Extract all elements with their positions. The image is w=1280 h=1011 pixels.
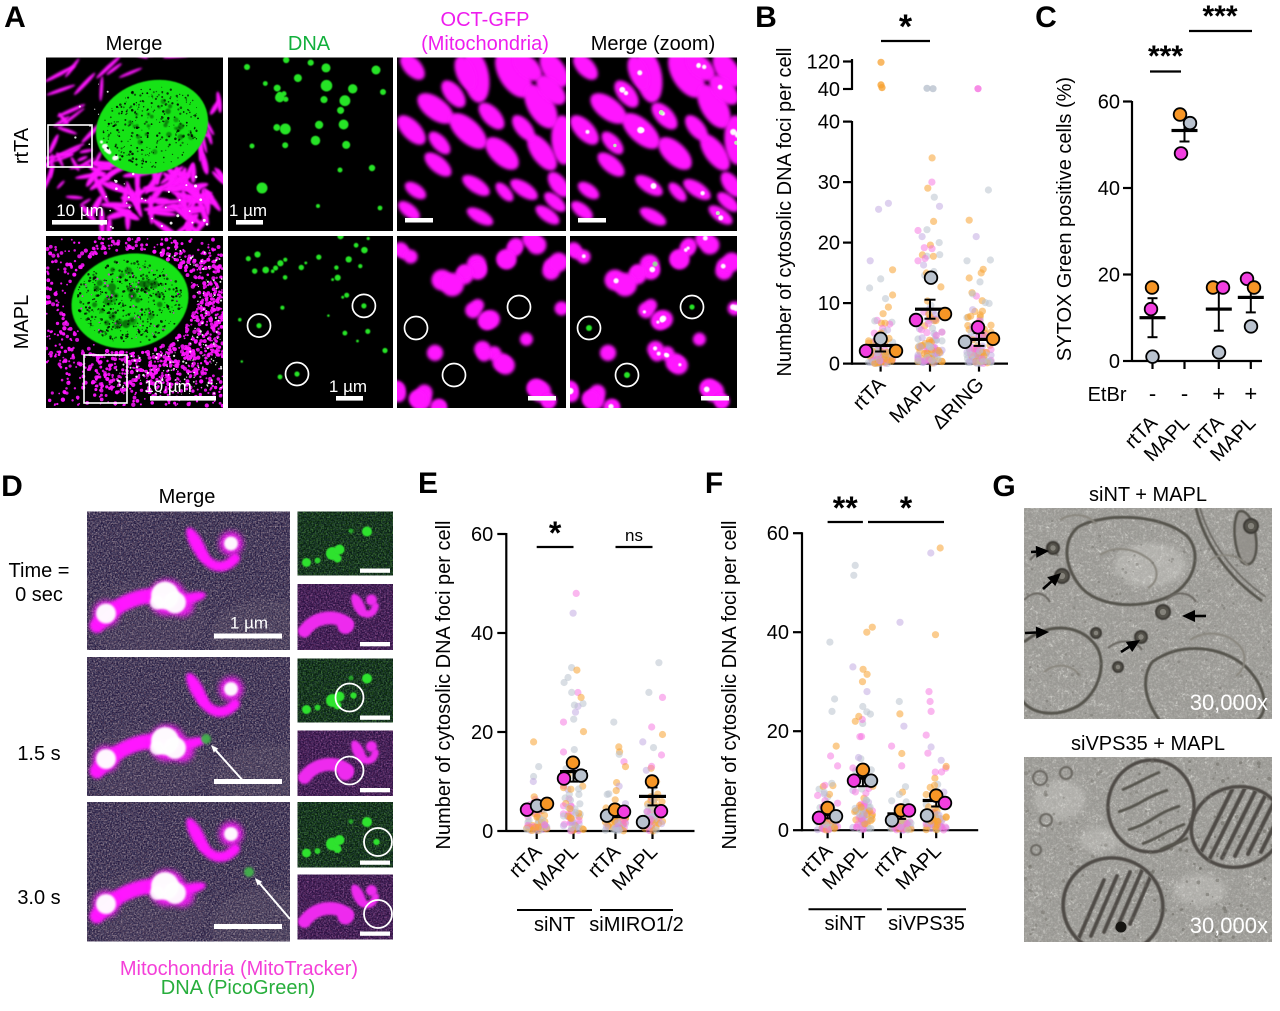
svg-text:Number of cytosolic DNA foci p: Number of cytosolic DNA foci per cell: [719, 520, 741, 849]
svg-text:120: 120: [807, 52, 840, 74]
svg-text:E: E: [418, 467, 438, 500]
svg-text:1 µm: 1 µm: [229, 201, 267, 220]
svg-text:30: 30: [818, 172, 840, 194]
svg-text:10 µm: 10 µm: [56, 201, 104, 220]
svg-text:Time =: Time =: [9, 560, 70, 582]
svg-text:G: G: [992, 470, 1015, 503]
svg-text:20: 20: [818, 233, 840, 255]
svg-text:30,000x: 30,000x: [1190, 690, 1268, 715]
svg-text:ΔRING: ΔRING: [928, 373, 988, 433]
svg-text:ns: ns: [625, 526, 643, 545]
svg-text:60: 60: [767, 523, 789, 545]
svg-text:Number of cytosolic DNA foci p: Number of cytosolic DNA foci per cell: [433, 520, 455, 849]
svg-text:0: 0: [1109, 351, 1120, 373]
svg-text:*: *: [549, 515, 562, 551]
svg-text:Merge (zoom): Merge (zoom): [591, 33, 715, 55]
svg-text:60: 60: [1098, 92, 1120, 114]
svg-text:40: 40: [1098, 178, 1120, 200]
svg-text:***: ***: [1202, 0, 1237, 33]
svg-text:D: D: [1, 470, 23, 503]
svg-text:SYTOX Green positive cells (%): SYTOX Green positive cells (%): [1054, 77, 1076, 361]
svg-text:-: -: [1149, 381, 1156, 406]
svg-text:Merge: Merge: [106, 33, 163, 55]
svg-text:20: 20: [1098, 265, 1120, 287]
svg-text:40: 40: [818, 112, 840, 134]
svg-text:siVPS35 + MAPL: siVPS35 + MAPL: [1071, 733, 1225, 755]
svg-text:siNT: siNT: [534, 914, 575, 936]
svg-text:10 µm: 10 µm: [144, 377, 192, 396]
svg-text:3.0 s: 3.0 s: [17, 887, 60, 909]
svg-text:F: F: [705, 467, 723, 500]
svg-text:0: 0: [829, 354, 840, 376]
svg-text:EtBr: EtBr: [1088, 384, 1127, 406]
svg-text:0 sec: 0 sec: [15, 584, 63, 606]
svg-text:+: +: [1212, 381, 1225, 406]
svg-text:MAPL: MAPL: [11, 295, 33, 349]
svg-text:rtTA: rtTA: [11, 127, 33, 164]
svg-text:DNA: DNA: [288, 33, 331, 55]
svg-text:40: 40: [818, 79, 840, 101]
svg-text:siNT + MAPL: siNT + MAPL: [1089, 484, 1207, 506]
svg-text:0: 0: [482, 821, 493, 843]
svg-text:***: ***: [1148, 40, 1183, 73]
svg-text:+: +: [1244, 381, 1257, 406]
svg-text:60: 60: [471, 524, 493, 546]
svg-text:B: B: [755, 1, 777, 34]
svg-text:**: **: [833, 490, 858, 526]
svg-text:siMIRO1/2: siMIRO1/2: [589, 914, 683, 936]
svg-text:C: C: [1035, 1, 1057, 34]
svg-text:*: *: [900, 490, 913, 526]
svg-text:0: 0: [778, 820, 789, 842]
svg-text:1.5 s: 1.5 s: [17, 743, 60, 765]
svg-text:30,000x: 30,000x: [1190, 913, 1268, 938]
svg-text:siVPS35: siVPS35: [888, 913, 965, 935]
svg-text:siNT: siNT: [825, 913, 866, 935]
svg-text:(Mitochondria): (Mitochondria): [421, 33, 549, 55]
svg-text:OCT-GFP: OCT-GFP: [441, 9, 530, 31]
svg-text:40: 40: [767, 622, 789, 644]
svg-text:20: 20: [767, 721, 789, 743]
svg-text:1 µm: 1 µm: [230, 614, 268, 633]
svg-text:A: A: [4, 1, 26, 34]
svg-text:-: -: [1181, 381, 1188, 406]
svg-text:1 µm: 1 µm: [329, 377, 367, 396]
svg-text:40: 40: [471, 623, 493, 645]
svg-text:10: 10: [818, 293, 840, 315]
svg-text:Number of cytosolic DNA foci p: Number of cytosolic DNA foci per cell: [774, 47, 796, 376]
svg-text:20: 20: [471, 722, 493, 744]
svg-text:Merge: Merge: [159, 486, 216, 508]
svg-text:rtTA: rtTA: [849, 373, 891, 415]
svg-text:DNA (PicoGreen): DNA (PicoGreen): [161, 977, 316, 999]
svg-text:*: *: [899, 8, 913, 46]
